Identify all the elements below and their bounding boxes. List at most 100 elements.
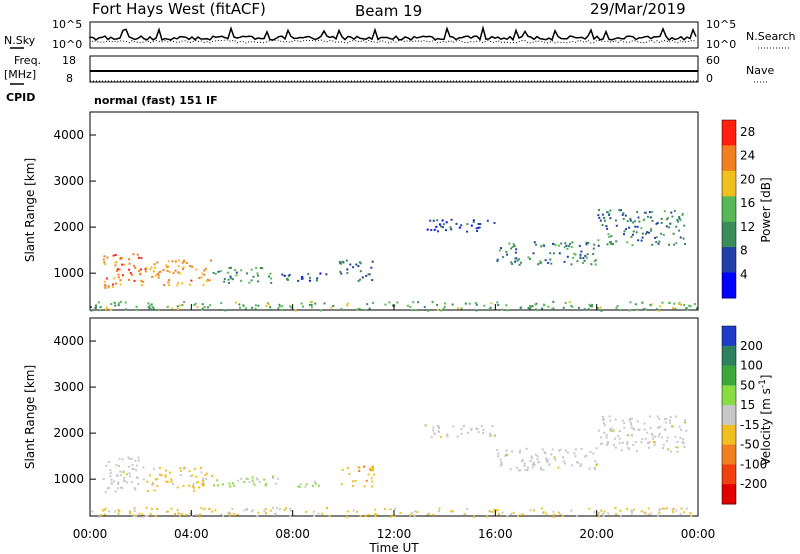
data-cell (605, 436, 608, 439)
colorbar-swatch (722, 120, 736, 146)
data-cell (114, 490, 117, 493)
data-cell (666, 440, 668, 443)
data-cell (117, 276, 120, 279)
data-cell (118, 268, 121, 271)
data-cell (578, 244, 581, 247)
data-cell (597, 429, 600, 432)
data-cell (689, 511, 692, 514)
velocity-panel: Slant Range [km] 1000 2000 3000 4000 200 100… (23, 317, 773, 518)
data-cell (103, 508, 106, 511)
data-cell (166, 265, 169, 268)
data-cell (201, 308, 204, 311)
data-cell (489, 435, 491, 438)
data-cell (679, 512, 682, 515)
data-cell (108, 510, 111, 513)
data-cell (652, 437, 655, 440)
data-cell (272, 475, 275, 478)
data-cell (251, 479, 254, 482)
data-cell (618, 442, 621, 445)
data-cell (167, 281, 170, 284)
data-cell (570, 464, 573, 467)
data-cell (671, 508, 674, 511)
data-cell (110, 481, 113, 484)
data-cell (200, 276, 203, 279)
data-cell (678, 216, 681, 218)
data-cell (323, 302, 326, 305)
data-cell (680, 304, 682, 306)
data-cell (661, 436, 664, 439)
data-cell (182, 266, 185, 269)
colorbar-tick-label: -200 (740, 477, 767, 491)
data-cell (606, 227, 609, 230)
data-cell (532, 463, 535, 466)
data-cell (562, 306, 565, 309)
data-cell (605, 434, 608, 437)
data-cell (653, 444, 656, 447)
data-cell (480, 424, 483, 427)
data-cell (235, 274, 238, 277)
data-cell (314, 302, 317, 305)
data-cell (650, 303, 653, 306)
data-cell (278, 303, 281, 306)
data-cell (183, 301, 186, 303)
data-cell (651, 434, 654, 437)
data-cell (252, 275, 255, 278)
nave-label: Nave (746, 64, 774, 77)
data-cell (412, 301, 415, 304)
data-cell (433, 228, 436, 231)
data-cell (642, 219, 645, 222)
data-cell (185, 262, 188, 264)
data-cell (636, 420, 639, 423)
data-cell (121, 486, 124, 489)
data-cell (231, 278, 234, 281)
data-cell (468, 302, 471, 305)
data-cell (636, 211, 639, 214)
data-cell (566, 255, 569, 258)
data-cell (356, 510, 358, 513)
data-cell (134, 488, 137, 491)
data-cell (593, 510, 596, 513)
data-cell (316, 277, 319, 280)
data-cell (223, 280, 226, 283)
data-cell (682, 442, 685, 445)
data-cell (647, 231, 650, 234)
data-cell (668, 419, 671, 422)
data-cell (598, 515, 601, 518)
data-cell (352, 480, 355, 483)
data-cell (156, 485, 159, 487)
data-cell (102, 478, 105, 481)
data-cell (148, 307, 151, 310)
ytick-label: 1000 (53, 472, 84, 486)
data-cell (157, 276, 160, 279)
data-cell (564, 242, 567, 245)
data-cell (234, 301, 237, 304)
data-cell (580, 250, 583, 253)
data-cell (626, 241, 629, 244)
data-cell (632, 221, 635, 224)
noise-panel: N.Sky 10^5 10^0 10^5 10^0 N.Search (4, 18, 796, 51)
data-cell (505, 304, 508, 307)
data-cell (684, 243, 686, 245)
data-cell (615, 306, 618, 309)
data-cell (515, 248, 518, 251)
colorbar-tick-label: 100 (740, 359, 763, 373)
data-cell (602, 418, 605, 421)
data-cell (552, 242, 554, 245)
data-cell (170, 478, 173, 481)
data-cell (432, 513, 435, 516)
data-cell (444, 302, 447, 305)
data-cell (615, 224, 618, 227)
data-cell (253, 483, 256, 486)
data-cell (668, 243, 670, 246)
data-cell (656, 514, 659, 517)
data-cell (257, 511, 260, 514)
data-cell (609, 429, 612, 432)
data-cell (286, 277, 289, 280)
data-cell (280, 309, 283, 312)
data-cell (423, 305, 426, 308)
data-cell (597, 239, 600, 242)
data-cell (109, 475, 112, 478)
data-cell (608, 241, 611, 244)
data-cell (233, 513, 236, 516)
data-cell (269, 272, 272, 275)
